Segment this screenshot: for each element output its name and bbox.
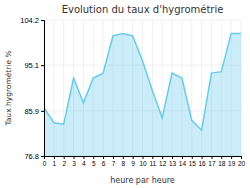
x-tick-mark: [103, 156, 104, 159]
x-tick: 8: [121, 156, 125, 167]
x-tick-label: 19: [228, 160, 236, 167]
x-tick-label: 17: [208, 160, 216, 167]
x-tick: 13: [169, 156, 177, 167]
x-tick-label: 9: [131, 160, 135, 167]
x-tick-mark: [172, 156, 173, 159]
x-tick: 12: [159, 156, 167, 167]
x-tick-mark: [182, 156, 183, 159]
title: Evolution du taux d'hygrométrie: [62, 4, 224, 15]
y-tick: 95.1: [24, 61, 44, 70]
x-tick-label: 15: [189, 160, 197, 167]
y-tick: 76.8: [24, 152, 44, 161]
y-tick-label: 95.1: [24, 61, 39, 70]
x-tick-label: 20: [238, 160, 246, 167]
x-tick: 10: [139, 156, 147, 167]
y-tick-mark: [41, 65, 44, 66]
grid-line-y: [44, 20, 241, 21]
x-tick-mark: [211, 156, 212, 159]
x-axis-title: heure par heure: [110, 176, 175, 185]
x-tick: 19: [228, 156, 236, 167]
x-tick: 14: [179, 156, 187, 167]
x-tick-label: 4: [82, 160, 86, 167]
x-tick-label: 18: [218, 160, 226, 167]
x-tick-mark: [221, 156, 222, 159]
y-axis: 76.8 85.9 95.1 104.2: [20, 16, 44, 161]
y-axis-line: [41, 21, 45, 157]
y-tick-mark: [41, 111, 44, 112]
x-tick-mark: [133, 156, 134, 159]
x-tick: 1: [53, 156, 57, 167]
y-tick-mark: [41, 20, 44, 21]
x-tick-label: 13: [169, 160, 177, 167]
x-tick-mark: [54, 156, 55, 159]
chart: 0123456789101112131415161718192076.885.9…: [0, 0, 250, 188]
x-tick-mark: [241, 156, 242, 159]
x-tick-mark: [162, 156, 163, 159]
line: [44, 33, 241, 130]
x-tick: 15: [189, 156, 197, 167]
x-tick-label: 5: [92, 160, 96, 167]
x-tick-label: 3: [72, 160, 76, 167]
x-tick: 5: [92, 156, 96, 167]
x-axis: 01234567891011121314151617181920: [43, 156, 246, 167]
y-axis-title: Taux hygrométrie %: [4, 50, 13, 126]
x-tick: 3: [72, 156, 76, 167]
x-tick: 20: [238, 156, 246, 167]
x-tick-mark: [64, 156, 65, 159]
x-tick: 6: [102, 156, 106, 167]
x-tick-mark: [231, 156, 232, 159]
x-tick: 11: [149, 156, 156, 167]
x-tick-mark: [83, 156, 84, 159]
y-tick-label: 76.8: [24, 152, 39, 161]
y-tick: 85.9: [24, 107, 44, 116]
x-tick-mark: [152, 156, 153, 159]
y-tick-mark: [41, 156, 44, 157]
x-tick-mark: [113, 156, 114, 159]
x-tick: 7: [112, 156, 116, 167]
x-tick-mark: [192, 156, 193, 159]
x-tick-label: 2: [62, 160, 66, 167]
area: [44, 33, 241, 156]
x-tick-label: 11: [149, 160, 156, 167]
x-tick-mark: [143, 156, 144, 159]
x-tick-label: 0: [43, 160, 47, 167]
y-tick-label: 85.9: [24, 107, 39, 116]
x-tick-label: 14: [179, 160, 187, 167]
y-tick-label: 104.2: [20, 16, 39, 25]
plot-area: [44, 33, 241, 156]
x-tick: 4: [82, 156, 86, 167]
x-tick-label: 6: [102, 160, 106, 167]
x-tick: 2: [62, 156, 66, 167]
x-tick-mark: [93, 156, 94, 159]
x-tick: 18: [218, 156, 226, 167]
x-tick-mark: [202, 156, 203, 159]
x-tick: 17: [208, 156, 216, 167]
x-tick: 16: [198, 156, 206, 167]
x-tick: 0: [43, 156, 47, 167]
grid: [44, 20, 241, 156]
x-tick-label: 8: [121, 160, 125, 167]
x-tick-mark: [123, 156, 124, 159]
x-tick-label: 12: [159, 160, 167, 167]
x-tick-label: 1: [53, 160, 57, 167]
x-tick-label: 16: [198, 160, 206, 167]
x-tick-mark: [74, 156, 75, 159]
y-tick: 104.2: [20, 16, 44, 25]
x-tick-label: 7: [112, 160, 116, 167]
x-tick-label: 10: [139, 160, 147, 167]
x-tick: 9: [131, 156, 135, 167]
